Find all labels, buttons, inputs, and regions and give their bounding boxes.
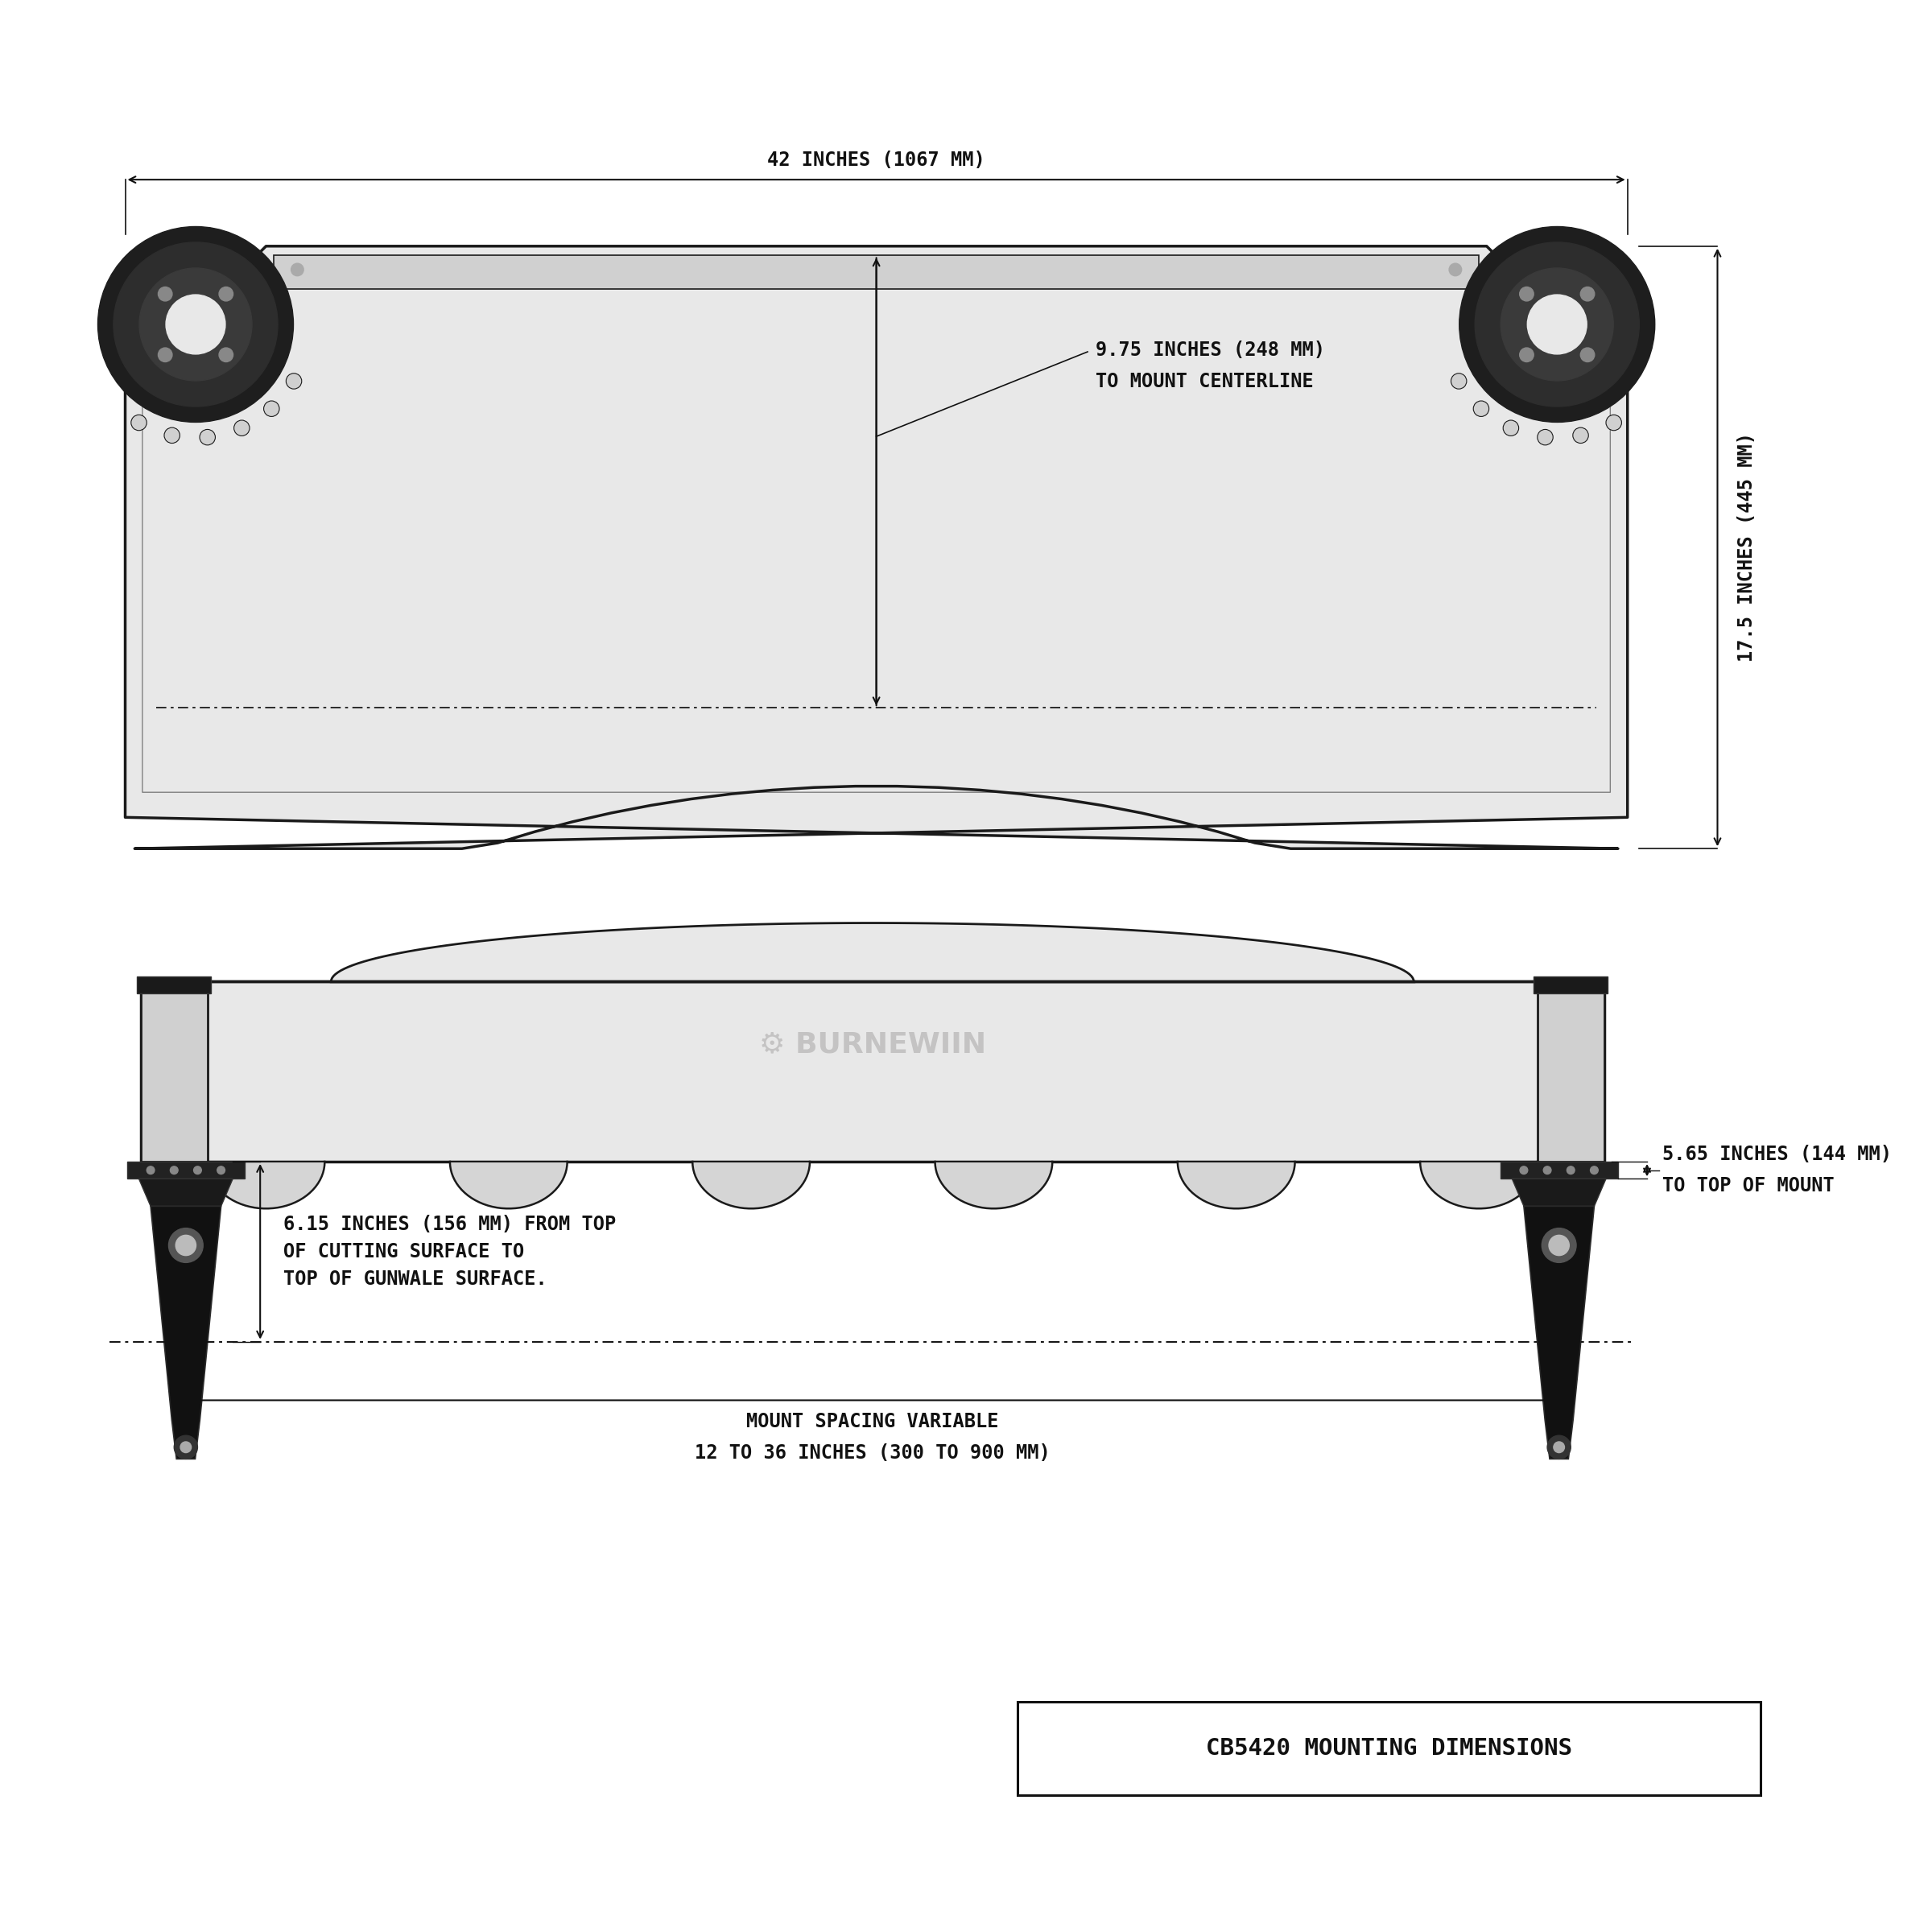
Circle shape [131, 415, 147, 431]
Polygon shape [151, 1206, 220, 1459]
Text: OF CUTTING SURFACE TO: OF CUTTING SURFACE TO [284, 1242, 524, 1262]
Circle shape [170, 1167, 178, 1175]
Circle shape [292, 263, 303, 276]
Text: TO TOP OF MOUNT: TO TOP OF MOUNT [1663, 1177, 1835, 1196]
Circle shape [180, 1441, 191, 1453]
Text: ⚙ BURNEWIIN: ⚙ BURNEWIIN [759, 1030, 985, 1059]
Circle shape [1538, 429, 1553, 444]
Bar [274, 255, 1478, 290]
Text: MOUNT SPACING VARIABLE: MOUNT SPACING VARIABLE [746, 1412, 999, 1432]
Text: CB5420 MOUNTING DIMENSIONS: CB5420 MOUNTING DIMENSIONS [1206, 1737, 1573, 1760]
Circle shape [1474, 242, 1638, 406]
Circle shape [1542, 1229, 1577, 1262]
Polygon shape [126, 245, 1627, 848]
Text: TO MOUNT CENTERLINE: TO MOUNT CENTERLINE [1095, 371, 1314, 390]
Polygon shape [1524, 1206, 1594, 1459]
Bar [137, 976, 211, 993]
Circle shape [1449, 263, 1463, 276]
Circle shape [114, 242, 278, 406]
Circle shape [1474, 400, 1490, 417]
Text: 42 INCHES (1067 MM): 42 INCHES (1067 MM) [767, 151, 985, 170]
Circle shape [1451, 373, 1466, 388]
Circle shape [1520, 1167, 1528, 1175]
Circle shape [1590, 1167, 1598, 1175]
Bar [1016, 1702, 1760, 1795]
Circle shape [234, 421, 249, 437]
Circle shape [1528, 296, 1586, 354]
Circle shape [193, 1167, 201, 1175]
Circle shape [199, 429, 214, 444]
Circle shape [139, 269, 251, 381]
Circle shape [1580, 288, 1594, 301]
Circle shape [158, 288, 172, 301]
Text: 9.75 INCHES (248 MM): 9.75 INCHES (248 MM) [1095, 340, 1325, 359]
Circle shape [1459, 226, 1656, 423]
Circle shape [218, 288, 234, 301]
Circle shape [1520, 348, 1534, 361]
Polygon shape [1513, 1179, 1605, 1206]
Circle shape [166, 296, 226, 354]
Bar [1538, 981, 1604, 1161]
Polygon shape [1420, 1161, 1538, 1209]
Circle shape [286, 373, 301, 388]
Text: 5.65 INCHES (144 MM): 5.65 INCHES (144 MM) [1663, 1146, 1891, 1165]
Text: 12 TO 36 INCHES (300 TO 900 MM): 12 TO 36 INCHES (300 TO 900 MM) [696, 1443, 1051, 1463]
Polygon shape [207, 1161, 325, 1209]
Circle shape [158, 348, 172, 361]
Circle shape [1553, 1441, 1565, 1453]
Bar [1501, 1161, 1617, 1179]
Circle shape [164, 427, 180, 442]
Text: 17.5 INCHES (445 MM): 17.5 INCHES (445 MM) [1737, 433, 1756, 663]
Polygon shape [139, 1179, 232, 1206]
Circle shape [1549, 1235, 1569, 1256]
Circle shape [174, 1435, 197, 1459]
Circle shape [1567, 1167, 1575, 1175]
Text: 6.15 INCHES (156 MM) FROM TOP: 6.15 INCHES (156 MM) FROM TOP [284, 1215, 616, 1235]
Polygon shape [935, 1161, 1053, 1209]
Circle shape [168, 1229, 203, 1262]
Polygon shape [1179, 1161, 1294, 1209]
Circle shape [216, 1167, 224, 1175]
Polygon shape [692, 1161, 810, 1209]
Circle shape [176, 1235, 195, 1256]
Bar [141, 981, 207, 1161]
Circle shape [263, 400, 280, 417]
Circle shape [1573, 427, 1588, 442]
Bar [128, 1161, 245, 1179]
Text: TOP OF GUNWALE SURFACE.: TOP OF GUNWALE SURFACE. [284, 1269, 547, 1289]
Circle shape [1580, 348, 1594, 361]
Circle shape [147, 1167, 155, 1175]
Polygon shape [450, 1161, 568, 1209]
Circle shape [218, 348, 234, 361]
Circle shape [1520, 288, 1534, 301]
Circle shape [1605, 415, 1621, 431]
Circle shape [1548, 1435, 1571, 1459]
Bar [1534, 976, 1607, 993]
Circle shape [1544, 1167, 1551, 1175]
Circle shape [1501, 269, 1613, 381]
Circle shape [99, 226, 294, 423]
Polygon shape [330, 923, 1414, 981]
Circle shape [1503, 421, 1519, 437]
Bar [141, 981, 1604, 1161]
